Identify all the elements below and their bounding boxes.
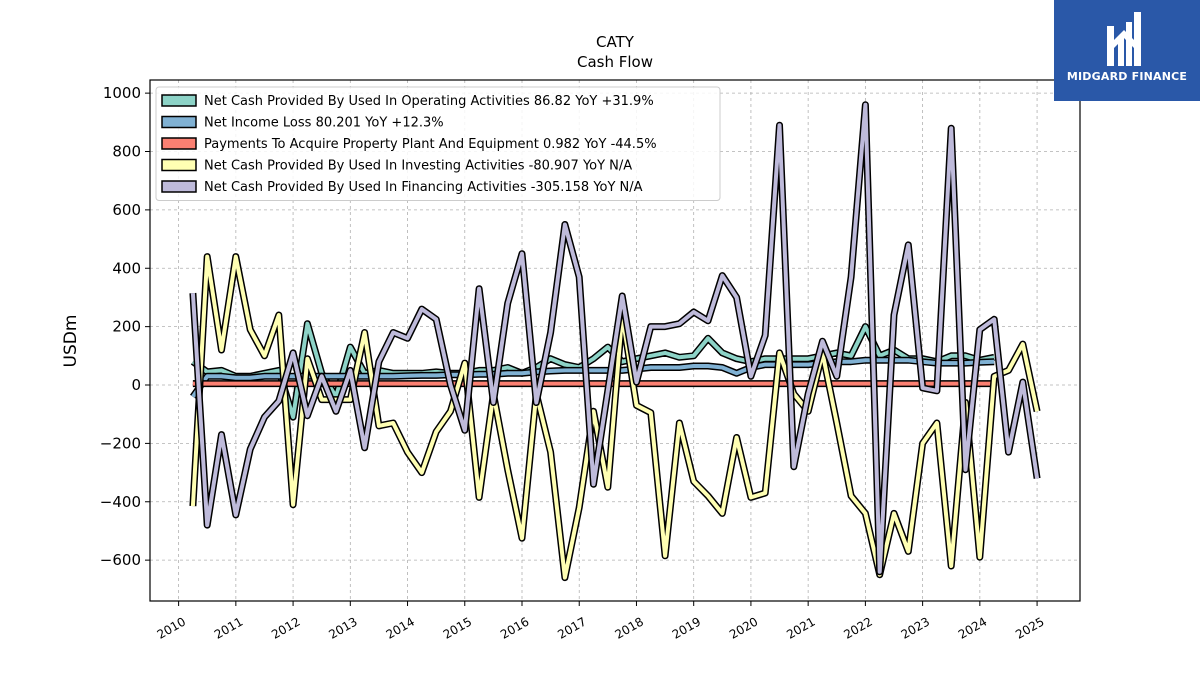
brand-logo: MIDGARD FINANCE — [1054, 0, 1200, 101]
legend-swatch-4 — [161, 180, 197, 193]
legend-swatch-0 — [161, 94, 197, 107]
x-tick-label-3: 2013 — [326, 614, 359, 641]
legend-label-3: Net Cash Provided By Used In Investing A… — [204, 159, 632, 174]
y-tick-label-1: −400 — [100, 493, 141, 511]
legend-label-2: Payments To Acquire Property Plant And E… — [204, 137, 657, 152]
y-tick-label-7: 800 — [112, 143, 141, 161]
legend-label-4: Net Cash Provided By Used In Financing A… — [204, 180, 643, 195]
midgard-finance-logo-icon — [1107, 12, 1141, 66]
legend-swatch-2 — [161, 137, 197, 150]
x-tick-label-1: 2011 — [212, 614, 245, 641]
x-tick-label-14: 2024 — [956, 614, 989, 641]
legend: Net Cash Provided By Used In Operating A… — [155, 86, 721, 201]
legend-swatch-1 — [161, 115, 197, 129]
y-tick-label-4: 200 — [112, 318, 141, 336]
x-tick-label-15: 2025 — [1013, 614, 1046, 641]
x-tick-label-11: 2021 — [784, 614, 817, 641]
series-lines — [189, 101, 1041, 582]
brand-name: MIDGARD FINANCE — [1066, 70, 1188, 83]
y-tick-label-8: 1000 — [103, 84, 141, 102]
chart-subtitle: Cash Flow — [577, 53, 653, 71]
series-4 — [189, 101, 1041, 576]
legend-label-1: Net Income Loss 80.201 YoY +12.3% — [204, 116, 444, 131]
chart-title: CATY — [596, 33, 635, 51]
y-tick-label-6: 600 — [112, 201, 141, 219]
series-3 — [189, 253, 1041, 582]
y-axis-label: USDm — [61, 315, 81, 368]
x-tick-label-12: 2022 — [841, 614, 874, 641]
x-tick-label-9: 2019 — [670, 614, 703, 641]
series-line-1 — [191, 358, 995, 398]
legend-box — [155, 86, 721, 201]
series-1 — [190, 356, 995, 399]
y-tick-label-0: −600 — [100, 551, 141, 569]
x-tick-label-13: 2023 — [899, 614, 932, 641]
y-tick-label-5: 400 — [112, 259, 141, 277]
series-line-3 — [190, 254, 1040, 580]
y-axis: −600 −400 −200 0 200 400 600 800 1000 — [100, 84, 150, 569]
legend-label-0: Net Cash Provided By Used In Operating A… — [204, 94, 654, 109]
x-axis: 2010 2011 2012 2013 2014 2015 2016 2017 2018 2019… — [155, 601, 1047, 642]
y-tick-label-3: 0 — [131, 376, 141, 394]
plot-frame — [149, 79, 1081, 602]
x-tick-label-6: 2016 — [498, 614, 531, 641]
x-tick-label-7: 2017 — [555, 614, 588, 641]
x-tick-label-5: 2015 — [441, 614, 474, 641]
x-tick-label-0: 2010 — [155, 614, 188, 641]
legend-swatch-3 — [161, 158, 197, 172]
x-tick-label-2: 2012 — [269, 614, 302, 641]
y-tick-label-2: −200 — [100, 434, 141, 452]
x-tick-label-8: 2018 — [613, 614, 646, 641]
series-line-4 — [190, 102, 1040, 574]
x-tick-label-4: 2014 — [384, 614, 417, 641]
x-tick-label-10: 2020 — [727, 614, 760, 641]
